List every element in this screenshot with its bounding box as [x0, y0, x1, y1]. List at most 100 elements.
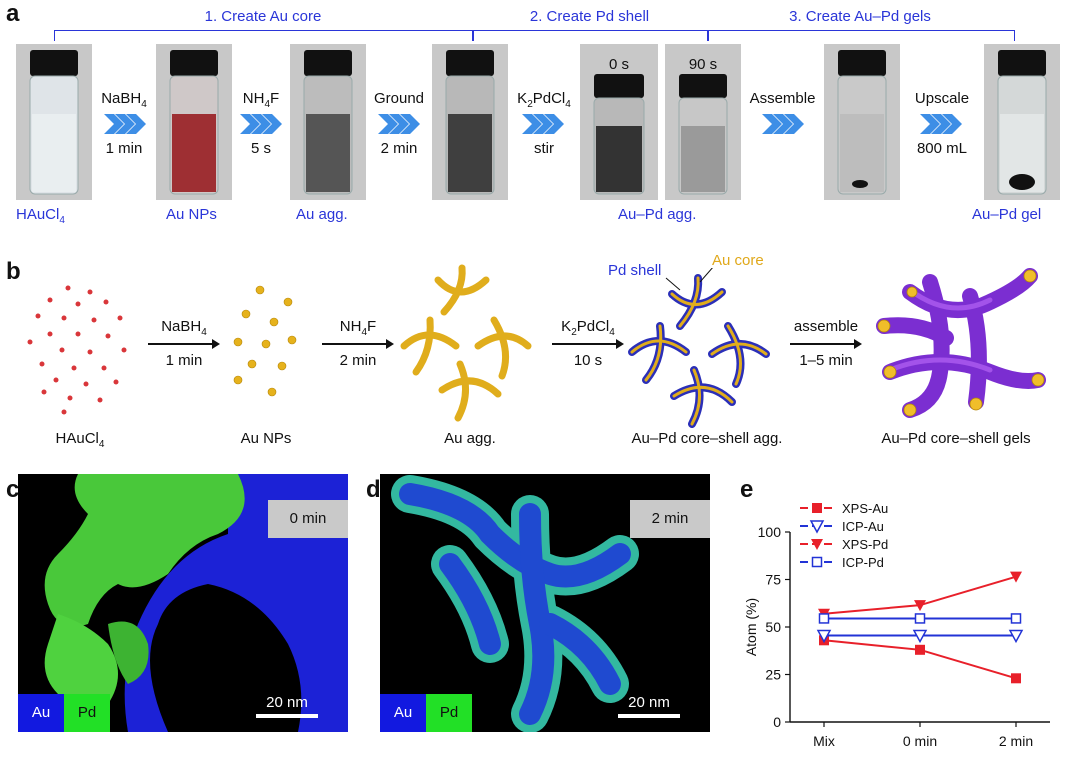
caption-aupd-agg: Au–Pd agg.: [618, 206, 697, 223]
legend-marker: [811, 539, 823, 550]
arrow-time-1-5min: 1–5 min: [799, 352, 853, 369]
chevron-arrow-icon: [104, 114, 146, 134]
annotation-au-core: Au core: [712, 252, 764, 269]
scale-bar-label: 20 nm: [266, 694, 308, 711]
panel-label-e: e: [740, 476, 754, 503]
data-point-xps-pd: [914, 600, 926, 612]
chevron-arrow-icon: [920, 114, 962, 134]
arrow-time-2min: 2 min: [339, 352, 377, 369]
step-time-5s: 5 s: [250, 140, 271, 157]
data-point-icp-pd: [818, 613, 830, 624]
stage-title-3: 3. Create Au–Pd gels: [789, 8, 931, 25]
step-time-1min: 1 min: [105, 140, 143, 157]
arrow-right-icon: [790, 339, 862, 349]
haucl4-ions-illustration: [27, 285, 127, 415]
arrow-time-10s: 10 s: [573, 352, 603, 369]
arrow-label-nabh4: NaBH4: [161, 318, 207, 338]
step-label-nabh4: NaBH4: [101, 90, 147, 110]
step-time-2min: 2 min: [380, 140, 418, 157]
y-tick-label: 50: [765, 619, 781, 635]
legend-pd: Pd: [426, 694, 472, 732]
data-point-icp-pd: [914, 613, 926, 624]
time-label-90s: 90 s: [688, 56, 718, 73]
legend-au: Au: [18, 694, 64, 732]
step-label-upscale: Upscale: [914, 90, 970, 107]
scale-bar-line: [618, 714, 680, 718]
chevron-arrow-icon: [240, 114, 282, 134]
eds-map-2min: 2 min Au Pd 20 nm: [380, 474, 710, 732]
arrow-right-icon: [552, 339, 624, 349]
caption-au-nps: Au NPs: [166, 206, 217, 223]
arrow-time-1min: 1 min: [165, 352, 203, 369]
legend-au: Au: [380, 694, 426, 732]
annotation-pd-shell: Pd shell: [608, 262, 662, 279]
legend-label: XPS-Pd: [842, 537, 888, 552]
arrow-label-assemble: assemble: [793, 318, 859, 335]
legend-marker: [811, 556, 823, 568]
step-label-ground: Ground: [373, 90, 425, 107]
vial-photo-au-nps: [156, 44, 232, 200]
data-point-icp-au: [912, 629, 928, 644]
data-point-icp-au: [816, 629, 832, 644]
legend-label: XPS-Au: [842, 501, 888, 516]
arrow-label-nh4f: NH4F: [339, 318, 377, 338]
step-label-nh4f: NH4F: [242, 90, 280, 110]
panel-label-b: b: [6, 258, 21, 285]
time-label-box: 0 min: [268, 500, 348, 538]
core-shell-gel-illustration: [876, 268, 1046, 418]
vial-photo-0s: [580, 44, 658, 200]
label-au-nps: Au NPs: [240, 430, 292, 447]
time-label-0s: 0 s: [608, 56, 629, 73]
panel-label-a: a: [6, 0, 20, 27]
panel-label-d: d: [366, 476, 381, 503]
legend-pd: Pd: [64, 694, 110, 732]
scale-bar-line: [256, 714, 318, 718]
stage-title-2: 2. Create Pd shell: [529, 8, 650, 25]
arrow-right-icon: [322, 339, 394, 349]
y-tick-label: 0: [773, 714, 781, 730]
scale-bar: 20 nm: [618, 694, 680, 718]
data-point-icp-pd: [1010, 613, 1022, 624]
composition-line-chart: 0 25 50 75 100 Mix 0 min 2 min Atom (%) XPS-Au ICP…: [743, 501, 1050, 749]
vial-photo-gel: [984, 44, 1060, 200]
label-core-shell-gels: Au–Pd core–shell gels: [881, 430, 1031, 447]
vial-photo-ground: [432, 44, 508, 200]
caption-aupd-gel: Au–Pd gel: [972, 206, 1042, 223]
x-tick-label: 2 min: [999, 733, 1033, 749]
caption-au-agg: Au agg.: [296, 206, 348, 223]
chevron-arrow-icon: [522, 114, 564, 134]
step-label-assemble: Assemble: [749, 90, 816, 107]
eds-map-0min: 0 min Au Pd 20 nm: [18, 474, 348, 732]
panel-label-c: c: [6, 476, 20, 503]
stage-bracket-2: [472, 30, 709, 41]
chevron-arrow-icon: [762, 114, 804, 134]
au-aggregate-illustration: [400, 264, 532, 422]
data-point-icp-au: [1008, 629, 1024, 644]
step-volume-800ml: 800 mL: [916, 140, 968, 157]
data-point-xps-pd: [1010, 571, 1022, 583]
label-haucl4: HAuCl4: [55, 430, 105, 450]
chevron-arrow-icon: [378, 114, 420, 134]
step-stir: stir: [534, 140, 554, 157]
y-tick-label: 100: [758, 524, 782, 540]
scale-bar-label: 20 nm: [628, 694, 670, 711]
stage-bracket-3: [707, 30, 1015, 41]
legend-marker: [809, 520, 825, 534]
legend-label: ICP-Au: [842, 519, 884, 534]
label-au-agg: Au agg.: [444, 430, 496, 447]
caption-haucl4: HAuCl4: [16, 206, 65, 226]
vial-photo-haucl4: [16, 44, 92, 200]
data-point-xps-au: [915, 644, 925, 655]
legend-label: ICP-Pd: [842, 555, 884, 570]
step-label-k2pdcl4: K2PdCl4: [517, 90, 571, 110]
y-tick-label: 25: [765, 667, 781, 683]
time-label-box: 2 min: [630, 500, 710, 538]
scale-bar: 20 nm: [256, 694, 318, 718]
y-tick-label: 75: [765, 572, 781, 588]
y-axis-label: Atom (%): [743, 598, 759, 656]
au-nanoparticles-illustration: [233, 285, 297, 397]
vial-photo-au-agg: [290, 44, 366, 200]
core-shell-aggregate-illustration: [628, 268, 770, 428]
label-core-shell-agg: Au–Pd core–shell agg.: [631, 430, 783, 447]
arrow-right-icon: [148, 339, 220, 349]
